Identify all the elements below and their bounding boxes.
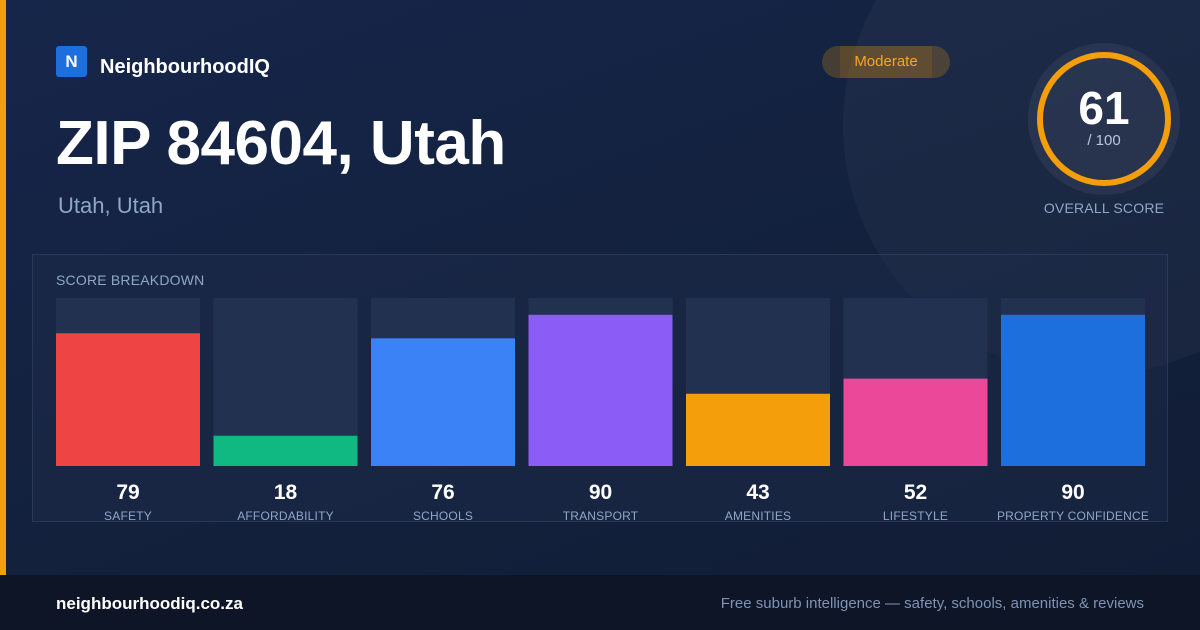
score-breakdown-chart: 79 SAFETY 18 AFFORDABILITY 76 SCHOOLS 90 TRANSP… <box>56 298 1149 523</box>
score-breakdown-title: SCORE BREAKDOWN <box>56 272 205 288</box>
bar-value-amenities: 43 <box>746 481 769 504</box>
bar-property-confidence <box>1001 314 1145 466</box>
overall-score-value: 61 <box>1078 82 1130 134</box>
bar-label-transport: TRANSPORT <box>563 509 639 523</box>
bar-value-safety: 79 <box>116 481 139 504</box>
footer-tagline: Free suburb intelligence — safety, schoo… <box>720 595 1144 612</box>
bar-value-affordability: 18 <box>274 481 298 504</box>
footer-domain-link[interactable]: neighbourhoodiq.co.za <box>56 594 243 613</box>
bar-value-transport: 90 <box>589 481 612 504</box>
footer: neighbourhoodiq.co.za Free suburb intell… <box>0 575 1200 630</box>
bar-transport <box>528 314 673 466</box>
bar-label-safety: SAFETY <box>104 509 152 523</box>
brand-logo-icon: N <box>56 46 87 77</box>
bar-amenities <box>686 393 830 466</box>
bar-label-property-confidence: PROPERTY CONFIDENCE <box>997 509 1149 523</box>
page-subtitle: Utah, Utah <box>58 193 164 218</box>
bar-label-lifestyle: LIFESTYLE <box>883 509 948 523</box>
bar-lifestyle <box>843 378 988 466</box>
bar-affordability <box>213 435 358 466</box>
overall-score-arc <box>1037 52 1171 186</box>
rating-badge-highlight <box>840 46 932 78</box>
brand-name: NeighbourhoodIQ <box>100 56 270 78</box>
overall-score-max: / 100 <box>1087 132 1121 149</box>
bar-schools <box>371 338 515 466</box>
rating-badge-label: Moderate <box>854 53 918 70</box>
bar-label-schools: SCHOOLS <box>413 509 473 523</box>
overall-score-gauge: 61 <box>1028 43 1180 195</box>
accent-bar <box>0 0 6 575</box>
overall-score-label: OVERALL SCORE <box>1043 200 1165 216</box>
bar-safety <box>56 333 200 466</box>
rating-badge: Moderate <box>822 46 950 78</box>
overall-score-ring <box>1028 43 1180 195</box>
background <box>0 0 1200 575</box>
bar-label-amenities: AMENITIES <box>725 509 791 523</box>
page-title: ZIP 84604, Utah <box>56 109 506 178</box>
bar-value-lifestyle: 52 <box>904 481 927 504</box>
bar-label-affordability: AFFORDABILITY <box>237 509 334 523</box>
bar-value-property-confidence: 90 <box>1061 481 1084 504</box>
bar-value-schools: 76 <box>431 481 454 504</box>
